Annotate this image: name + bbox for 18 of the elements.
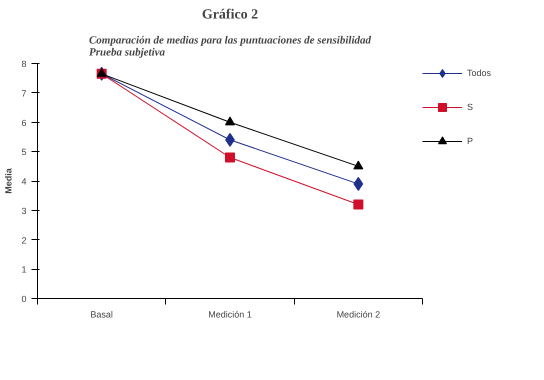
y-tick-label: 6 <box>21 118 27 128</box>
x-tick-label: Medición 2 <box>336 310 380 320</box>
chart-title: Gráfico 2 <box>202 8 258 22</box>
x-tick-label: Basal <box>90 310 113 320</box>
y-tick-label: 8 <box>21 59 27 69</box>
y-axis-title: Media <box>3 167 14 194</box>
x-tick-label: Medición 1 <box>208 310 252 320</box>
y-tick-label: 3 <box>21 206 27 216</box>
y-tick-label: 5 <box>21 147 27 158</box>
legend-label: S <box>467 102 474 112</box>
y-tick-label: 2 <box>21 235 27 246</box>
chart-subtitle: Comparación de medias para las puntuaciones de sensibilidad Prueba subjetiva <box>88 34 372 58</box>
legend-label: Todos <box>467 68 492 78</box>
y-tick-label: 1 <box>21 264 27 275</box>
y-tick-label: 7 <box>21 88 27 98</box>
y-tick-label: 4 <box>21 176 27 186</box>
legend-label: P <box>467 136 474 146</box>
y-tick-label: 0 <box>21 294 27 304</box>
